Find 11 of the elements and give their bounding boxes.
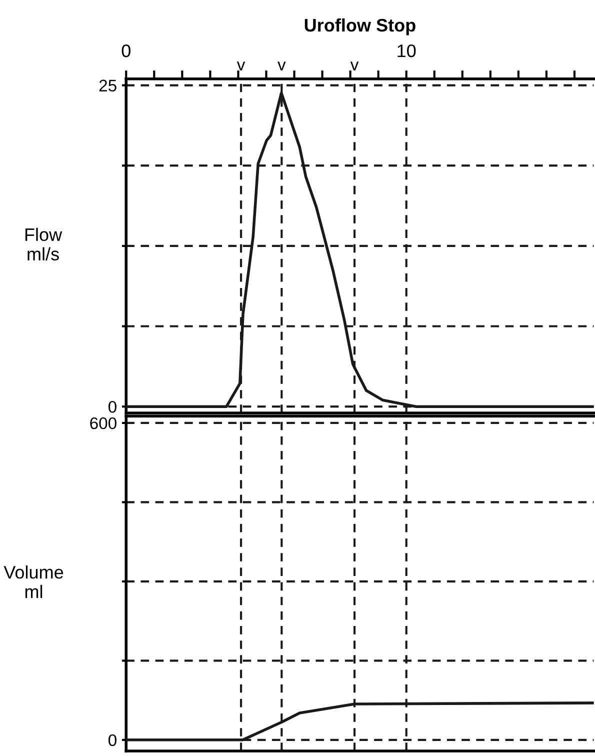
y-axis-title: Volume ml xyxy=(4,565,64,598)
y-tick-label: 25 xyxy=(99,80,116,92)
ref-line-label: v xyxy=(278,62,286,70)
ref-line-label: v xyxy=(236,62,246,70)
ref-line-label: v xyxy=(350,62,359,70)
x-tick-label: 10 xyxy=(398,44,416,58)
y-tick-label: 600 xyxy=(90,417,116,430)
y-tick-label: 0 xyxy=(108,400,116,413)
chart-title: Uroflow Stop xyxy=(304,18,416,36)
y-tick-label: 0 xyxy=(108,734,116,746)
y-axis-title: Flow ml/s xyxy=(25,228,62,260)
